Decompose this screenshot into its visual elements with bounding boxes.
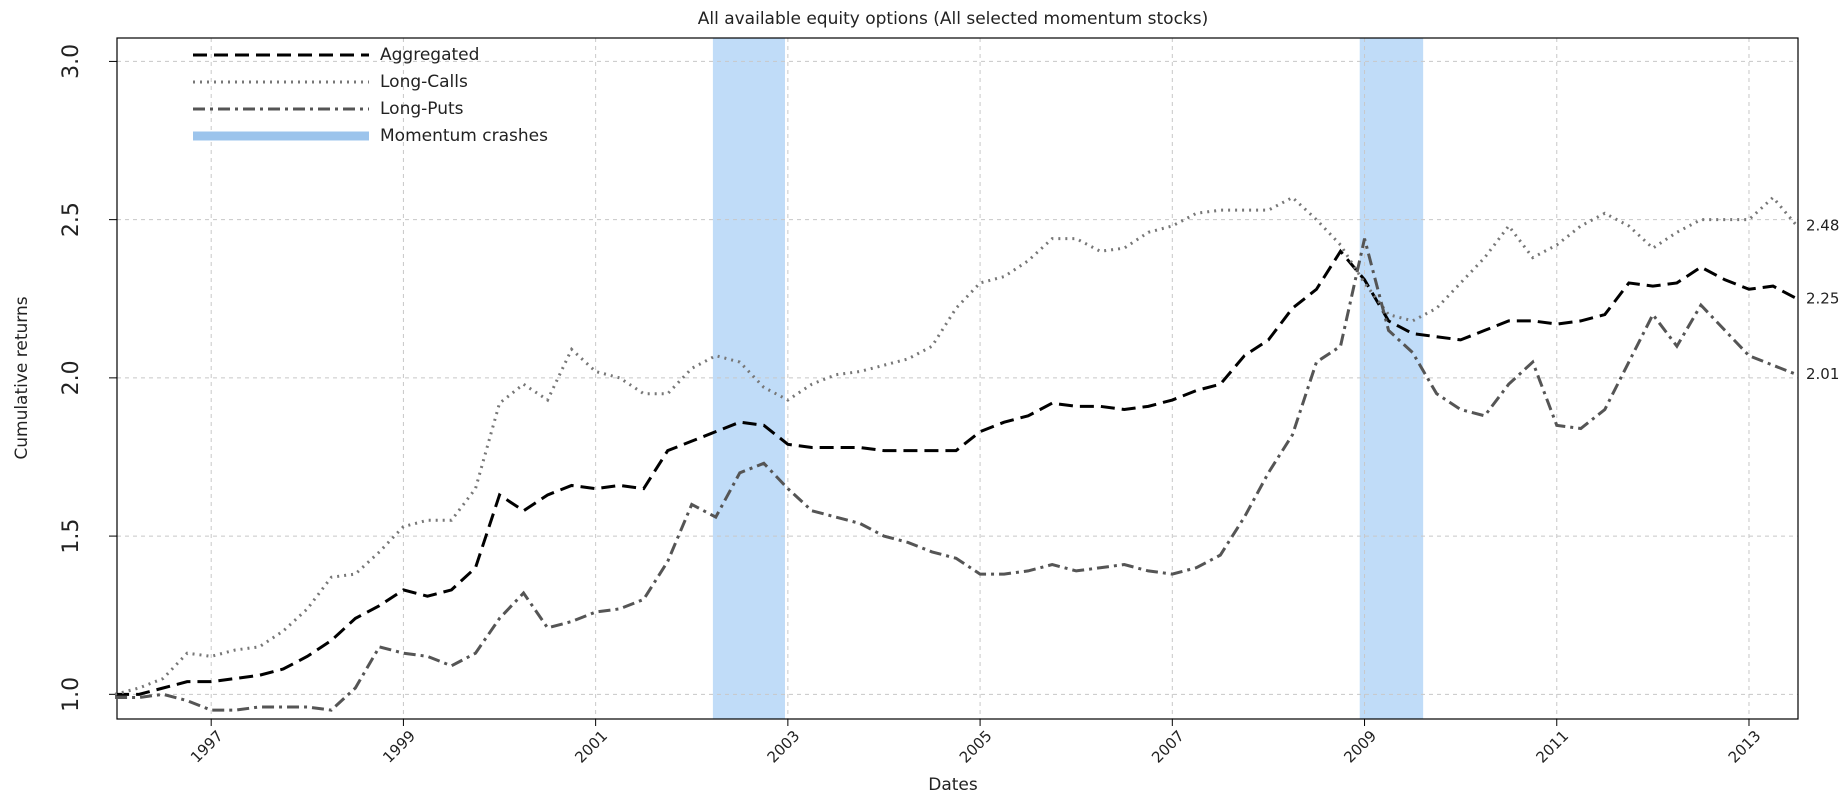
end-label: 2.48 xyxy=(1806,216,1839,234)
series-line xyxy=(115,248,1798,696)
x-tick-label: 2011 xyxy=(1533,727,1573,767)
legend-label: Long-Calls xyxy=(380,72,468,92)
y-axis-label: Cumulative returns xyxy=(12,296,32,459)
legend-label: Aggregated xyxy=(380,45,479,65)
x-tick-label: 2003 xyxy=(764,727,804,767)
x-tick-label: 1997 xyxy=(187,727,227,767)
x-tick-label: 1999 xyxy=(379,727,419,767)
x-tick-label: 2009 xyxy=(1340,727,1380,767)
y-tick-label: 1.5 xyxy=(59,519,84,554)
series-line xyxy=(115,238,1798,712)
x-axis-label: Dates xyxy=(928,775,978,795)
x-tick-label: 2005 xyxy=(956,727,996,767)
y-tick-label: 2.0 xyxy=(59,360,84,395)
x-tick-label: 2013 xyxy=(1725,727,1765,767)
plot-frame xyxy=(116,37,1799,720)
series-line xyxy=(114,195,1799,696)
legend-label: Long-Puts xyxy=(380,99,464,119)
crash-band xyxy=(1359,38,1424,719)
end-label: 2.01 xyxy=(1806,365,1839,383)
y-tick-label: 1.0 xyxy=(59,677,84,712)
legend-label: Momentum crashes xyxy=(380,126,548,146)
y-tick-label: 3.0 xyxy=(59,44,84,79)
end-label: 2.25 xyxy=(1806,289,1839,307)
x-tick-label: 2007 xyxy=(1148,727,1188,767)
x-tick-label: 2001 xyxy=(571,727,611,767)
chart-title: All available equity options (All select… xyxy=(698,9,1209,29)
y-tick-label: 2.5 xyxy=(59,202,84,237)
crash-band xyxy=(712,38,785,719)
